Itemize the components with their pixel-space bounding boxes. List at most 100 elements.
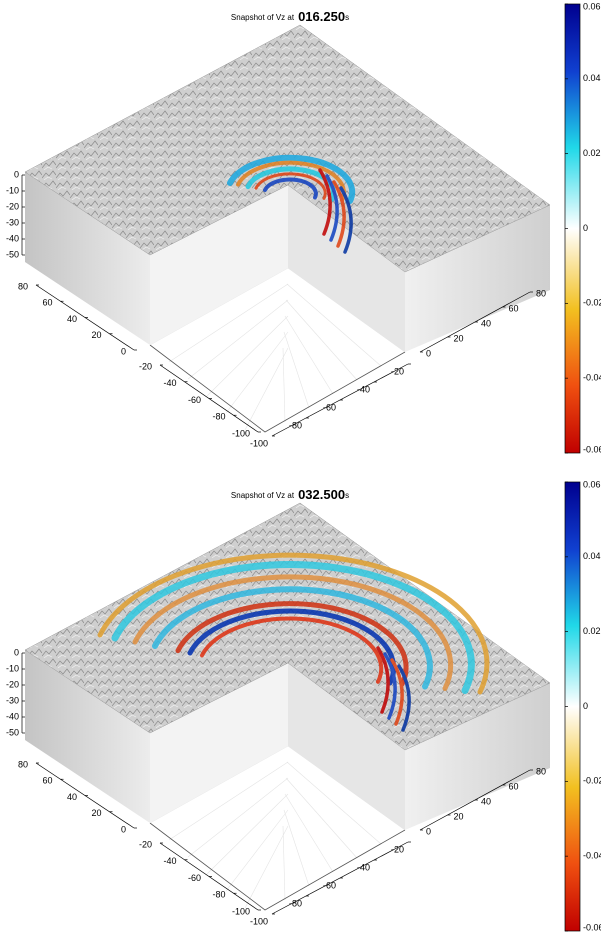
tick-label: 20 (91, 330, 101, 340)
time-unit: s (345, 13, 349, 22)
tick-label: 60 (42, 298, 52, 308)
tick-label: -60 (323, 880, 336, 890)
floor-line (285, 777, 358, 859)
right-outer-face (405, 205, 550, 352)
axis-right-ticks: 0 20 40 60 80 (419, 766, 546, 836)
floor-edge (149, 344, 406, 433)
tick-label: 0 (14, 647, 19, 657)
tick-label: -50 (6, 249, 19, 259)
title-text: Snapshot of Vz at (231, 13, 295, 22)
tick-label: -40 (163, 856, 176, 866)
tick-label: -100 (232, 428, 250, 438)
inner-right-face (288, 663, 405, 830)
tick-label: -80 (212, 412, 225, 422)
floor-line (187, 777, 289, 858)
tick-label: -80 (289, 898, 302, 908)
left-outer-face (25, 650, 150, 823)
floor-line (282, 825, 286, 901)
floor-line (206, 793, 289, 875)
tick-label: 60 (509, 781, 519, 791)
colorbar-tick-label: -0.02 (583, 776, 601, 786)
wave-ring (132, 574, 454, 691)
wave-front (318, 168, 332, 236)
tick-label: -40 (357, 862, 370, 872)
tick-label: -20 (139, 361, 152, 371)
tick-label: 40 (67, 314, 77, 324)
tick-label: 40 (481, 796, 491, 806)
axis-z-ticks: 0 -10 -20 -30 -40 -50 (6, 647, 25, 737)
tick-label: -60 (188, 395, 201, 405)
tick-label: 20 (454, 811, 464, 821)
floor-line (286, 761, 382, 845)
tick-label: -10 (6, 663, 19, 673)
axis-left-ticks: 80 60 40 20 0 (18, 281, 137, 356)
floor-line (282, 347, 286, 423)
tick-label: -100 (250, 916, 268, 926)
panel: Snapshot of Vz at 032.500s 0 -10 -20 -30 -40 -5… (6, 479, 601, 932)
wave-front (390, 658, 404, 726)
colorbar-tick-label: 0.02 (583, 626, 601, 636)
colorbar-tick-label: -0.06 (583, 444, 601, 454)
floor-line (225, 331, 289, 414)
tick-label: 80 (18, 281, 28, 291)
wave-ring (254, 172, 327, 200)
inner-left-face (150, 663, 288, 823)
floor-line (283, 809, 310, 887)
floor-line (168, 761, 289, 841)
colorbar-tick-label: 0.04 (583, 73, 601, 83)
time-unit: s (345, 491, 349, 500)
tick-label: -20 (6, 201, 19, 211)
wave-front (339, 186, 353, 254)
tick-label: 20 (454, 333, 464, 343)
tick-label: -40 (357, 384, 370, 394)
title-text: Snapshot of Vz at (231, 491, 295, 500)
tick-label: -60 (188, 873, 201, 883)
panel-title: Snapshot of Vz at 016.250s (231, 9, 349, 24)
tick-label: -50 (6, 727, 19, 737)
inner-left-face (150, 185, 288, 345)
colorbar-tick-label: 0.02 (583, 148, 601, 158)
colorbar-tick-label: 0.04 (583, 551, 601, 561)
wave-ring (263, 177, 318, 200)
tick-label: -100 (232, 906, 250, 916)
tick-label: -100 (250, 438, 268, 448)
tick-label: -80 (289, 420, 302, 430)
wavefield (227, 154, 356, 254)
wave-front (325, 174, 339, 242)
axis-front-left-ticks: -20 -40 -60 -80 -100 (139, 361, 261, 438)
wave-ring (236, 160, 346, 203)
axis-left-ticks: 80 60 40 20 0 (18, 759, 137, 834)
floor-line (244, 347, 289, 431)
tick-label: -40 (163, 378, 176, 388)
tick-label: 60 (42, 776, 52, 786)
wave-ring (97, 552, 490, 695)
wave-ring (200, 616, 384, 684)
tick-label: -40 (6, 233, 19, 243)
floor-line (285, 299, 358, 381)
wave-ring (111, 560, 475, 694)
tick-label: 0 (14, 169, 19, 179)
wave-ring (227, 154, 356, 204)
floor-line (225, 809, 289, 892)
tick-label: -20 (139, 839, 152, 849)
wave-ring (187, 608, 397, 686)
tick-label: -20 (391, 844, 404, 854)
colorbar-tick-label: 0.06 (583, 479, 601, 489)
tick-label: 0 (121, 824, 126, 834)
axis-front-left-ticks: -20 -40 -60 -80 -100 (139, 839, 261, 916)
floor-line (286, 283, 382, 367)
tick-label: -20 (6, 679, 19, 689)
tick-label: -10 (6, 185, 19, 195)
axis-front-right-ticks: -20 -40 -60 -80 -100 (250, 363, 411, 448)
tick-label: 40 (481, 318, 491, 328)
tick-label: -60 (323, 402, 336, 412)
colorbar-tick-label: -0.04 (583, 851, 601, 861)
left-outer-face (25, 172, 150, 345)
tick-label: 80 (536, 766, 546, 776)
floor-line (284, 315, 334, 395)
floor-line (244, 825, 289, 909)
panel: Snapshot of Vz at 016.250s 0 -10 -20 -30 -40 -5… (6, 1, 601, 454)
tick-label: -30 (6, 695, 19, 705)
floor-line (206, 315, 289, 397)
